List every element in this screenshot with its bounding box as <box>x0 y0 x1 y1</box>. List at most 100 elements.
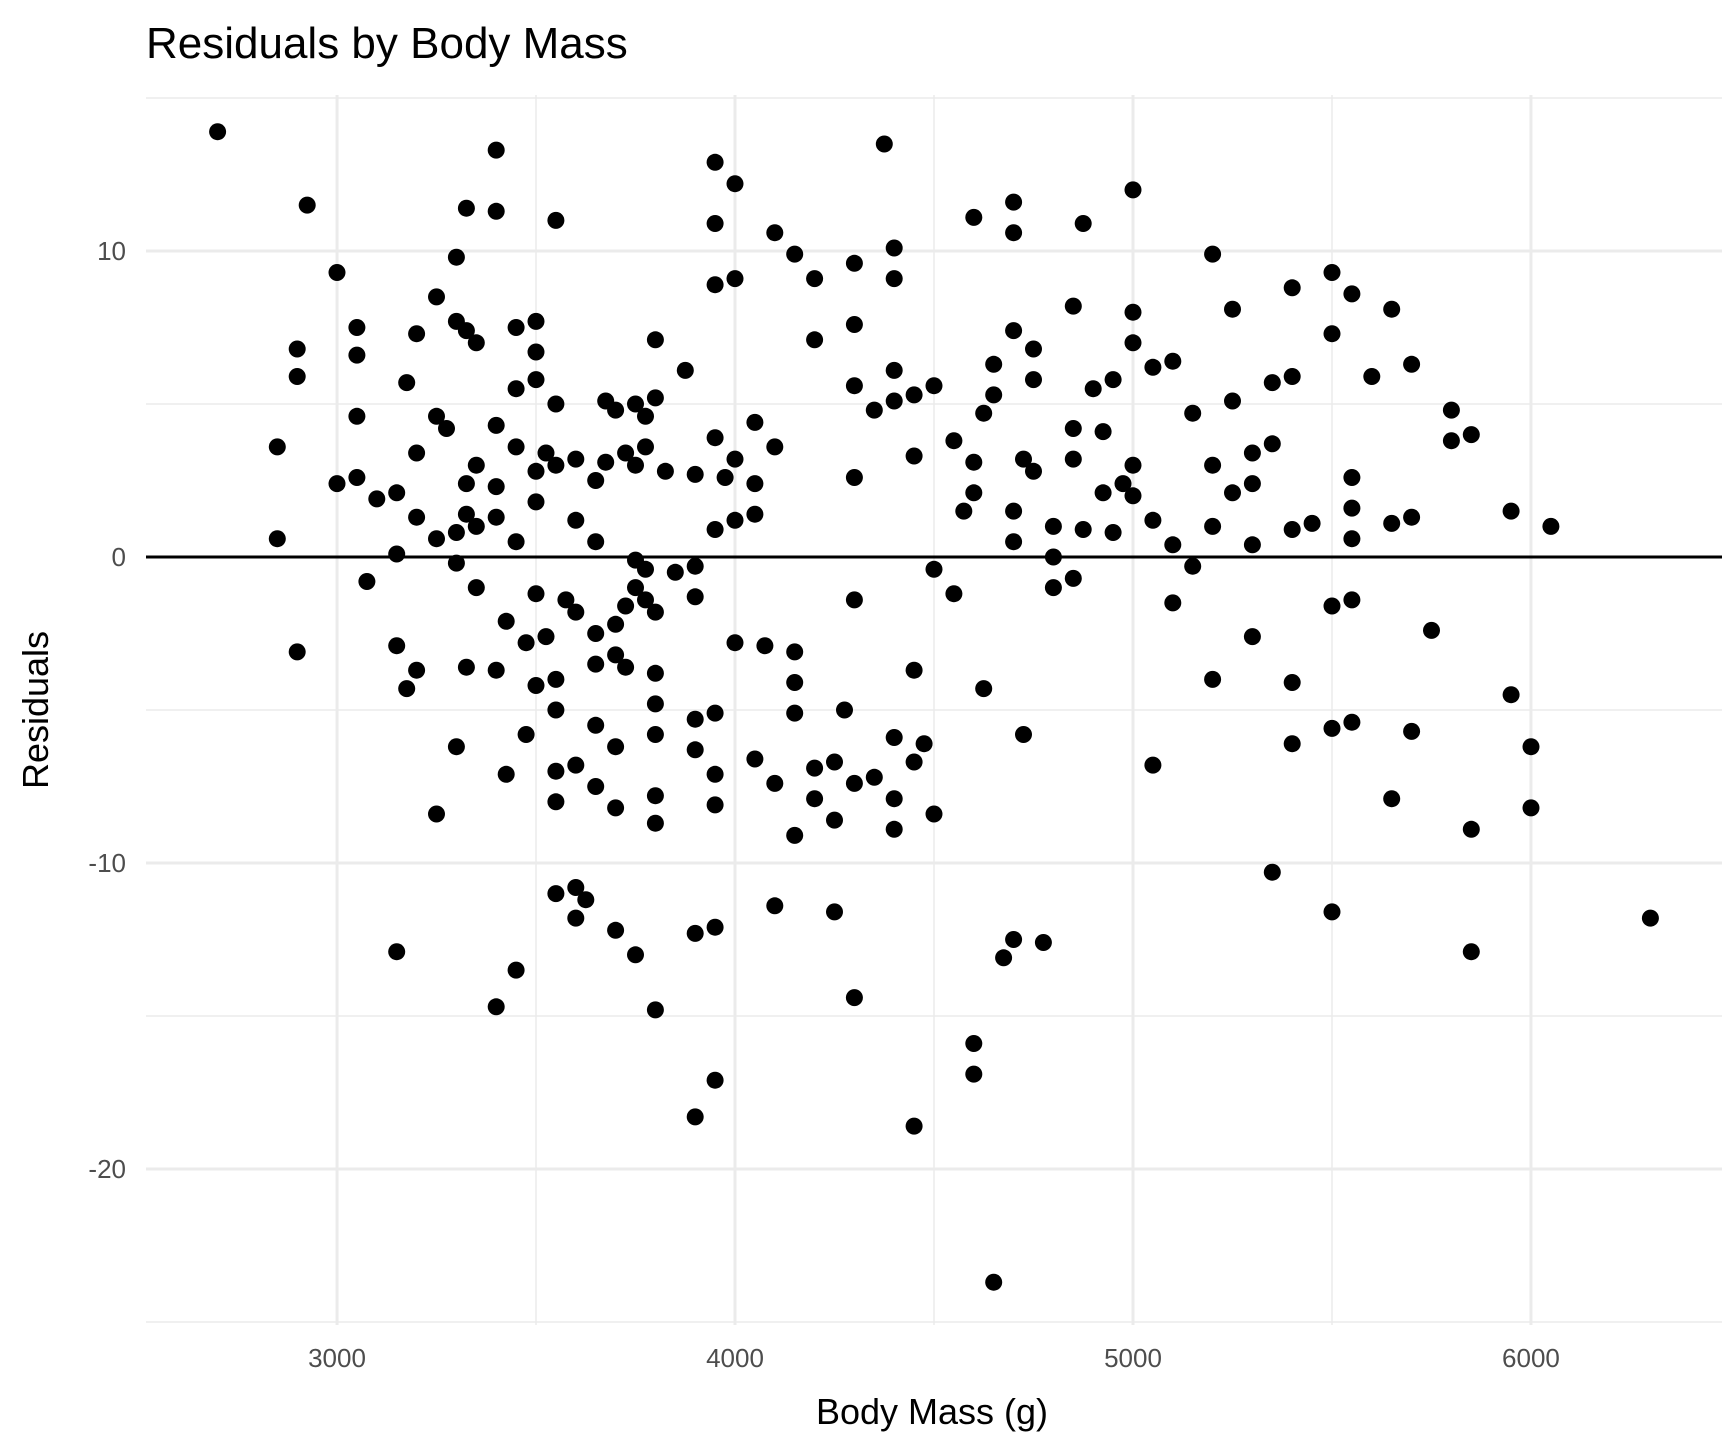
data-point <box>706 704 724 722</box>
data-point <box>1323 719 1341 737</box>
data-point <box>726 450 744 468</box>
data-point <box>726 270 744 288</box>
data-point <box>627 395 644 413</box>
data-point <box>905 447 923 465</box>
x-axis-ticks: 3000 4000 5000 6000 <box>308 1343 1560 1373</box>
data-point <box>1204 245 1222 263</box>
data-point <box>1114 475 1132 493</box>
data-point <box>1204 456 1222 474</box>
data-point <box>885 361 903 379</box>
data-point <box>348 319 366 336</box>
data-point <box>408 444 426 462</box>
data-point <box>1124 487 1142 505</box>
data-point <box>507 533 525 551</box>
data-point <box>607 921 625 939</box>
data-point <box>637 560 654 578</box>
data-point <box>547 670 565 688</box>
data-point <box>547 701 565 719</box>
data-point <box>686 465 704 483</box>
data-point <box>1263 435 1281 453</box>
data-point <box>268 530 286 548</box>
data-point <box>507 961 525 979</box>
data-point <box>706 153 724 171</box>
data-point <box>1442 401 1460 419</box>
data-point <box>547 793 565 811</box>
data-point <box>457 658 475 676</box>
data-point <box>1283 368 1301 385</box>
data-point <box>1144 358 1162 376</box>
data-point <box>1283 521 1301 538</box>
data-point <box>517 726 535 743</box>
data-point <box>428 288 445 306</box>
data-point <box>1124 334 1142 352</box>
data-point <box>786 704 804 722</box>
data-point <box>905 386 923 404</box>
data-point <box>1015 726 1032 743</box>
data-point <box>348 469 366 486</box>
data-point <box>298 196 316 214</box>
data-point <box>845 989 863 1007</box>
data-point <box>1025 340 1042 358</box>
data-point <box>497 612 515 630</box>
data-point <box>706 521 724 538</box>
data-point <box>836 701 853 719</box>
data-point <box>1124 456 1142 474</box>
data-point <box>1164 352 1182 370</box>
data-point <box>806 759 824 777</box>
data-point <box>288 340 306 358</box>
data-point <box>806 331 824 349</box>
data-point <box>786 643 804 661</box>
data-point <box>1144 511 1162 529</box>
data-point <box>1104 371 1122 389</box>
data-point <box>1423 621 1440 639</box>
data-point <box>1343 285 1361 303</box>
data-point <box>627 456 644 474</box>
data-point <box>517 634 535 652</box>
data-point <box>885 239 903 257</box>
data-point <box>1283 735 1301 753</box>
data-point <box>965 208 983 226</box>
data-point <box>1005 193 1023 211</box>
data-point <box>686 924 704 942</box>
data-point <box>1403 508 1421 526</box>
data-point <box>537 628 555 646</box>
data-point <box>1025 371 1042 389</box>
data-point <box>428 805 445 823</box>
data-point <box>507 438 525 456</box>
data-point <box>945 585 963 603</box>
data-point <box>646 814 664 832</box>
data-point <box>726 511 744 529</box>
data-point <box>1074 521 1092 538</box>
data-point <box>875 135 893 153</box>
data-point <box>467 334 485 352</box>
data-point <box>587 472 605 489</box>
data-point <box>1343 469 1361 486</box>
data-point <box>1522 738 1540 756</box>
data-point <box>1243 536 1261 554</box>
data-point <box>388 943 406 961</box>
data-point <box>587 533 605 551</box>
data-point <box>1343 530 1361 548</box>
data-point <box>1005 533 1023 551</box>
data-point <box>1283 279 1301 297</box>
data-point <box>1064 450 1082 468</box>
data-point <box>756 637 774 655</box>
data-point <box>1343 713 1361 731</box>
data-point <box>1343 591 1361 609</box>
data-point <box>1044 517 1062 535</box>
x-tick-label: 5000 <box>1104 1343 1162 1373</box>
data-point <box>845 591 863 609</box>
data-point <box>666 563 684 581</box>
data-point <box>487 478 505 496</box>
data-point <box>1025 462 1042 480</box>
data-point <box>627 946 644 964</box>
data-point <box>457 322 475 340</box>
data-point <box>1502 502 1520 520</box>
data-point <box>905 753 923 771</box>
data-point <box>706 276 724 294</box>
data-point <box>527 343 545 361</box>
data-point <box>447 524 465 541</box>
data-point <box>865 401 883 419</box>
data-point <box>1094 423 1112 441</box>
data-point <box>975 404 993 422</box>
